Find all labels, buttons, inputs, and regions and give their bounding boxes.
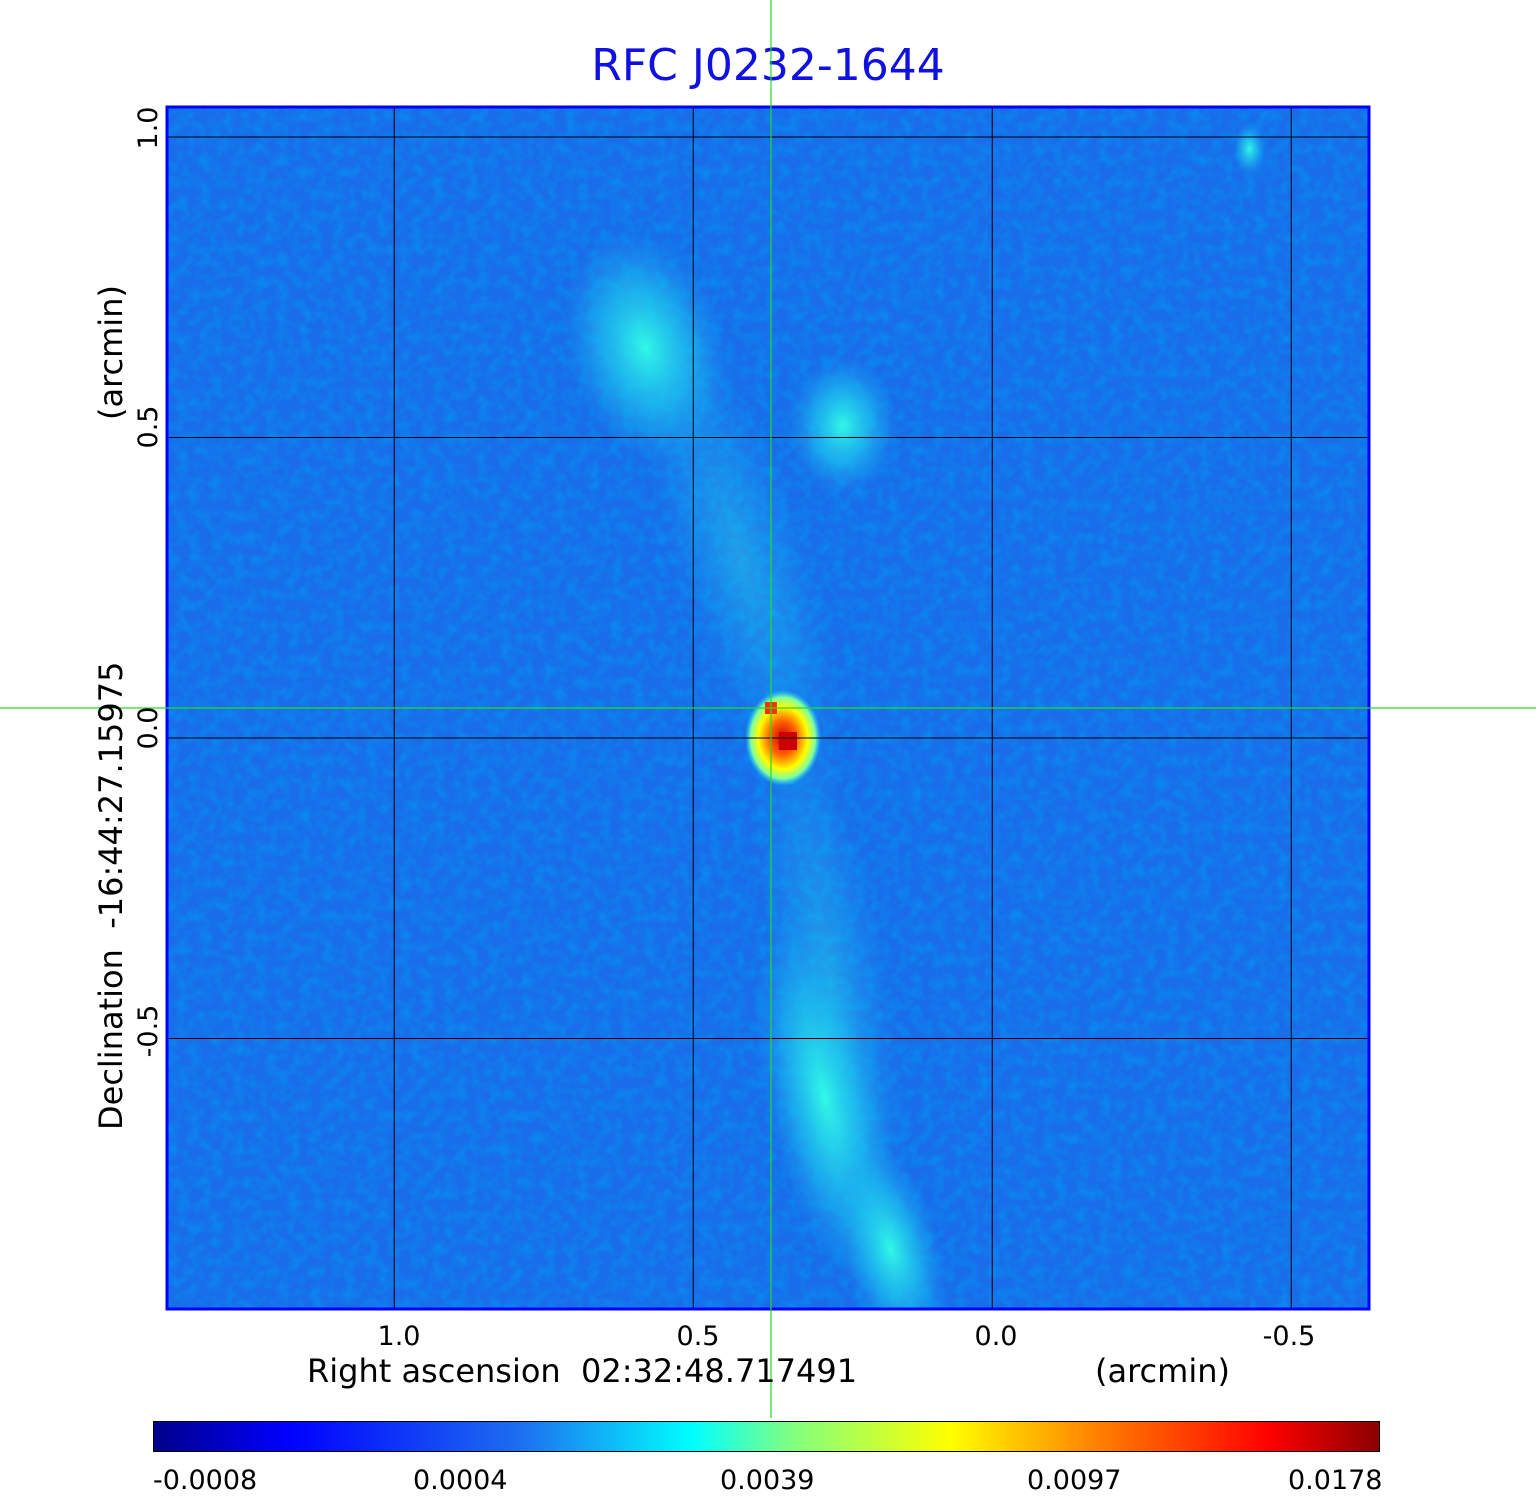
colorbar-tick-label: -0.0008 — [153, 1465, 258, 1496]
north-knot — [787, 355, 898, 496]
north-lobe — [562, 229, 729, 466]
colorbar-tick-label: 0.0004 — [413, 1465, 508, 1496]
y-axis-label: Declination -16:44:27.15975 — [92, 661, 130, 1130]
colorbar — [153, 1421, 1380, 1452]
y-tick-label: 1.0 — [133, 106, 164, 150]
core-pixel — [778, 732, 797, 751]
compact-source — [1233, 123, 1266, 176]
y-tick-label: -0.5 — [133, 1004, 164, 1058]
x-tick-label: 0.0 — [974, 1321, 1018, 1352]
x-tick-label: -0.5 — [1262, 1321, 1316, 1352]
x-tick-label: 1.0 — [377, 1321, 421, 1352]
y-tick-label: 0.0 — [133, 706, 164, 750]
south-tail — [834, 1141, 947, 1309]
x-tick-label: 0.5 — [676, 1321, 720, 1352]
x-axis-unit: (arcmin) — [1095, 1352, 1230, 1390]
colorbar-tick-label: 0.0039 — [720, 1465, 815, 1496]
crosshair — [0, 0, 1536, 1418]
y-axis-unit: (arcmin) — [92, 285, 130, 420]
plot-title: RFC J0232-1644 — [591, 40, 945, 91]
colorbar-tick-label: 0.0178 — [1288, 1465, 1383, 1496]
y-tick-label: 0.5 — [133, 405, 164, 449]
x-axis-label: Right ascension 02:32:48.717491 — [307, 1352, 858, 1390]
colorbar-tick-label: 0.0097 — [1027, 1465, 1122, 1496]
